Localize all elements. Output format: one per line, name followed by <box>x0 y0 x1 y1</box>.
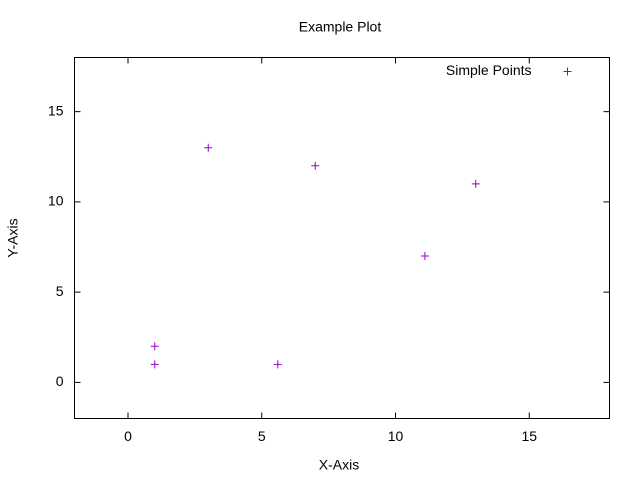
point <box>273 360 282 369</box>
x-tick-label: 10 <box>388 428 404 444</box>
point <box>150 360 159 369</box>
chart-title: Example Plot <box>299 19 382 35</box>
y-tick-label: 10 <box>48 193 64 209</box>
x-tick-label: 5 <box>258 428 266 444</box>
y-tick-label: 15 <box>48 102 64 118</box>
y-tick-label: 5 <box>56 283 64 299</box>
plot-frame <box>74 57 610 419</box>
point <box>420 252 429 261</box>
y-axis-label: Y-Axis <box>5 218 21 257</box>
point <box>204 143 213 152</box>
x-tick-label: 15 <box>521 428 537 444</box>
legend-marker <box>563 67 572 76</box>
x-axis-label: X-Axis <box>319 457 359 473</box>
x-tick-label: 0 <box>124 428 132 444</box>
y-tick-label: 0 <box>56 373 64 389</box>
point <box>150 342 159 351</box>
point <box>471 179 480 188</box>
point <box>311 161 320 170</box>
legend-label: Simple Points <box>446 62 532 78</box>
